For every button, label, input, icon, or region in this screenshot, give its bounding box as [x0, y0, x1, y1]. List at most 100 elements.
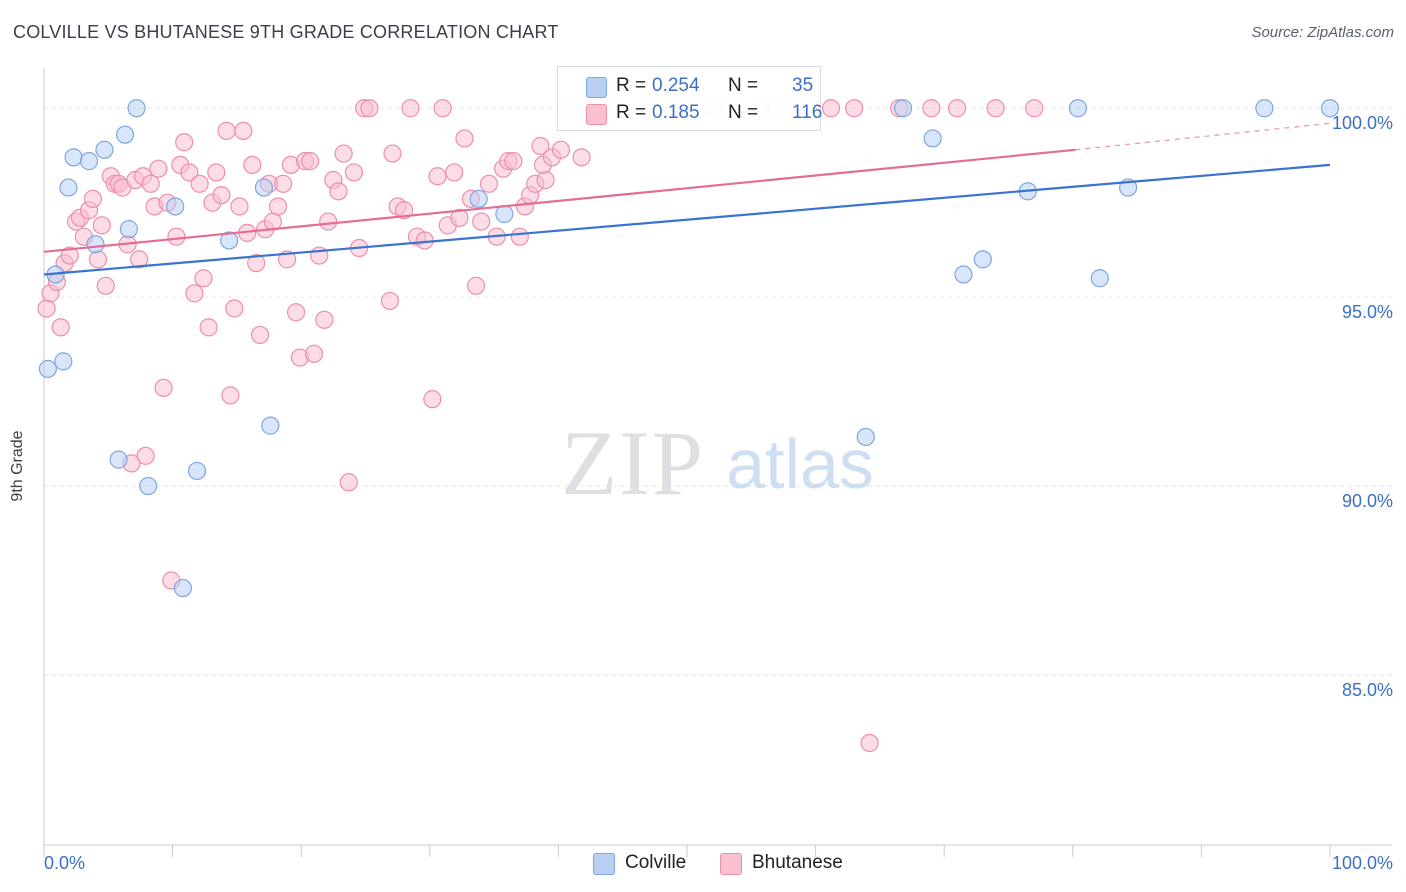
point-colville — [95, 140, 114, 159]
source-label: Source: ZipAtlas.com — [1251, 24, 1394, 41]
watermark-atlas: atlas — [726, 425, 874, 503]
point-colville — [856, 427, 875, 447]
point-bhutanese — [922, 99, 941, 118]
point-bhutanese — [250, 325, 270, 345]
trend-colville — [43, 163, 1331, 276]
tick-labels: 85.0% 90.0% 95.0% 100.0% 0.0% 100.0% — [44, 113, 1393, 873]
point-bhutanese — [1025, 99, 1044, 118]
point-bhutanese — [199, 318, 218, 337]
colville-legend-swatch — [593, 853, 615, 875]
point-bhutanese — [60, 246, 79, 265]
point-colville — [1320, 99, 1340, 118]
point-colville — [495, 204, 514, 224]
point-bhutanese — [433, 99, 452, 118]
point-bhutanese — [986, 99, 1005, 118]
point-bhutanese — [167, 227, 186, 246]
point-colville — [187, 461, 207, 481]
point-bhutanese — [455, 129, 474, 148]
y-tick-label: 95.0% — [1342, 302, 1393, 322]
bhutanese-legend-swatch — [720, 853, 742, 875]
point-bhutanese — [572, 148, 591, 167]
point-colville — [109, 450, 128, 469]
bhutanese-legend-label: Bhutanese — [752, 852, 843, 873]
point-bhutanese — [401, 99, 420, 118]
point-bhutanese — [221, 386, 240, 405]
point-bhutanese — [130, 250, 149, 269]
point-colville — [79, 152, 99, 171]
n-value: 35 — [792, 75, 814, 96]
point-bhutanese — [450, 208, 469, 227]
point-bhutanese — [315, 310, 334, 329]
point-bhutanese — [154, 378, 173, 397]
y-tick-label: 90.0% — [1342, 491, 1393, 511]
point-bhutanese — [383, 144, 402, 163]
point-colville — [893, 99, 913, 118]
point-bhutanese — [247, 254, 266, 273]
point-bhutanese — [190, 174, 209, 193]
trend-bhutanese — [43, 148, 1076, 253]
point-colville — [254, 178, 274, 197]
point-colville — [973, 250, 992, 269]
point-bhutanese — [339, 473, 358, 492]
bhutanese-swatch — [586, 104, 607, 125]
point-colville — [923, 129, 942, 148]
point-bhutanese — [207, 163, 226, 182]
point-bhutanese — [860, 733, 879, 753]
point-colville — [59, 178, 78, 197]
point-colville — [1255, 99, 1274, 118]
point-colville — [173, 578, 192, 598]
point-colville — [115, 125, 135, 144]
point-bhutanese — [194, 269, 213, 288]
point-colville — [38, 359, 57, 379]
colville-points — [38, 99, 1340, 598]
chart-title: COLVILLE VS BHUTANESE 9TH GRADE CORRELAT… — [13, 22, 559, 42]
n-value: 116 — [792, 102, 823, 123]
series-legend: Colville Bhutanese — [0, 852, 1406, 878]
gridlines — [44, 107, 1392, 676]
bhutanese-points — [37, 99, 1044, 753]
point-bhutanese — [466, 276, 486, 295]
point-bhutanese — [88, 250, 108, 269]
colville-legend-label: Colville — [625, 852, 687, 873]
point-bhutanese — [504, 152, 523, 171]
point-colville — [166, 197, 185, 216]
point-bhutanese — [92, 216, 111, 235]
point-colville — [954, 265, 973, 284]
point-colville — [86, 235, 105, 254]
point-bhutanese — [212, 186, 231, 205]
trend-lines — [43, 122, 1331, 276]
point-bhutanese — [472, 212, 491, 231]
trend-extension-bhutanese — [1075, 122, 1331, 151]
point-bhutanese — [175, 133, 194, 152]
point-bhutanese — [96, 276, 115, 295]
point-bhutanese — [225, 299, 244, 318]
point-bhutanese — [37, 299, 56, 318]
stats-row-colville: R = 0.254 N = 35 — [558, 75, 820, 101]
watermark: ZIP atlas — [561, 412, 874, 514]
point-colville — [54, 352, 73, 371]
point-bhutanese — [360, 99, 379, 118]
point-colville — [139, 476, 158, 496]
point-bhutanese — [234, 121, 253, 140]
r-label: R = — [616, 75, 647, 96]
point-bhutanese — [286, 303, 306, 322]
point-bhutanese — [268, 197, 288, 216]
point-bhutanese — [344, 163, 364, 182]
point-bhutanese — [536, 170, 555, 190]
point-bhutanese — [551, 140, 571, 159]
x-tick-label: 100.0% — [1332, 853, 1393, 873]
point-colville — [220, 231, 239, 250]
point-bhutanese — [136, 446, 155, 465]
point-bhutanese — [510, 227, 529, 246]
point-colville — [261, 416, 280, 435]
point-bhutanese — [141, 174, 160, 193]
point-bhutanese — [531, 136, 550, 156]
point-bhutanese — [51, 318, 70, 337]
point-bhutanese — [301, 152, 320, 171]
point-colville — [1068, 99, 1088, 118]
point-bhutanese — [149, 159, 168, 178]
point-bhutanese — [304, 344, 324, 363]
n-label: N = — [728, 102, 759, 123]
y-tick-label: 85.0% — [1342, 680, 1393, 700]
point-colville — [64, 148, 83, 167]
